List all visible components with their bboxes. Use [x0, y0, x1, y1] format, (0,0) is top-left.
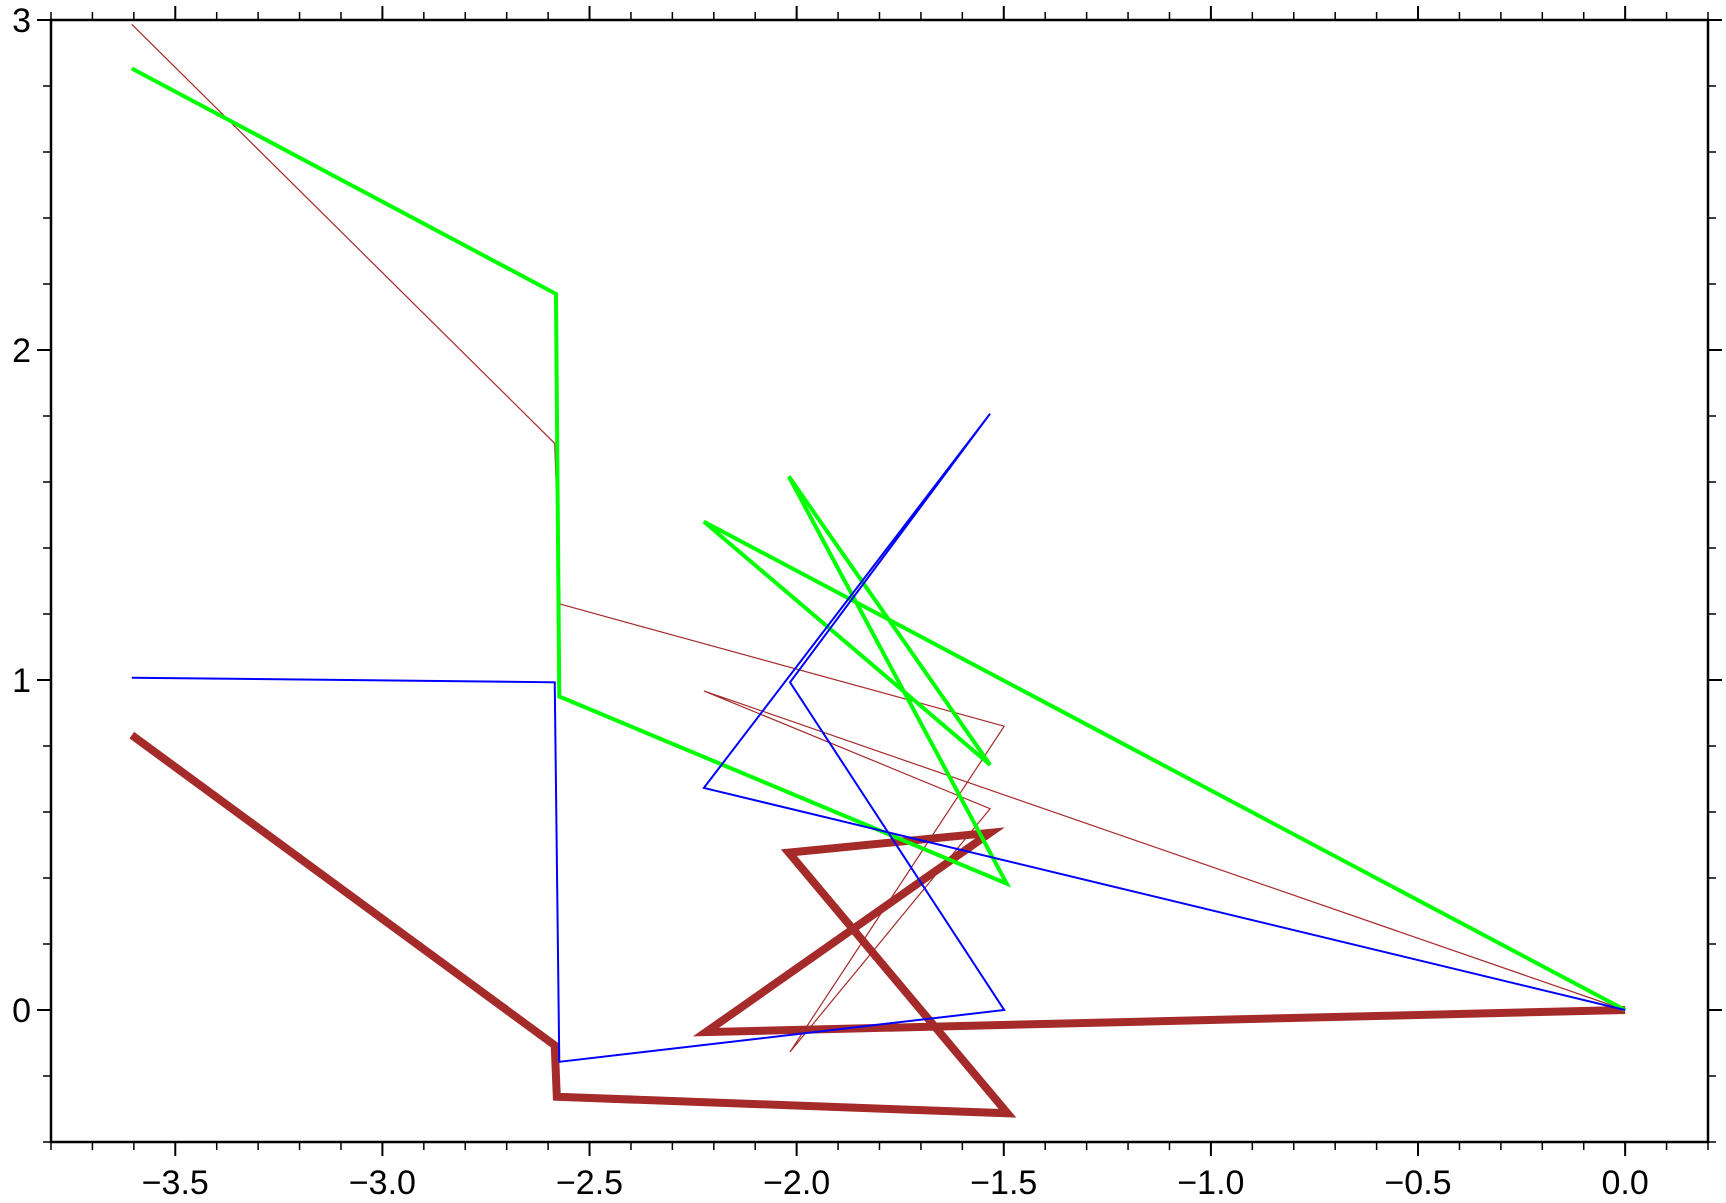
x-tick-label: 0.0 — [1602, 1164, 1649, 1202]
series-line — [130, 66, 1627, 1012]
plot-frame — [49, 18, 1710, 1144]
series-line — [131, 413, 1626, 1063]
series-line — [129, 731, 1626, 1118]
x-tick-label: −1.5 — [970, 1164, 1037, 1202]
x-tick-label: −2.0 — [763, 1164, 830, 1202]
y-tick-label: 3 — [12, 2, 31, 40]
x-tick-label: −3.5 — [142, 1164, 209, 1202]
x-tick-label: −3.0 — [349, 1164, 416, 1202]
y-tick-label: 2 — [12, 332, 31, 370]
x-tick-label: −2.5 — [556, 1164, 623, 1202]
y-tick-label: 1 — [12, 662, 31, 700]
x-tick-label: −0.5 — [1384, 1164, 1451, 1202]
x-tick-label: −1.0 — [1177, 1164, 1244, 1202]
y-tick-label: 0 — [12, 992, 31, 1030]
